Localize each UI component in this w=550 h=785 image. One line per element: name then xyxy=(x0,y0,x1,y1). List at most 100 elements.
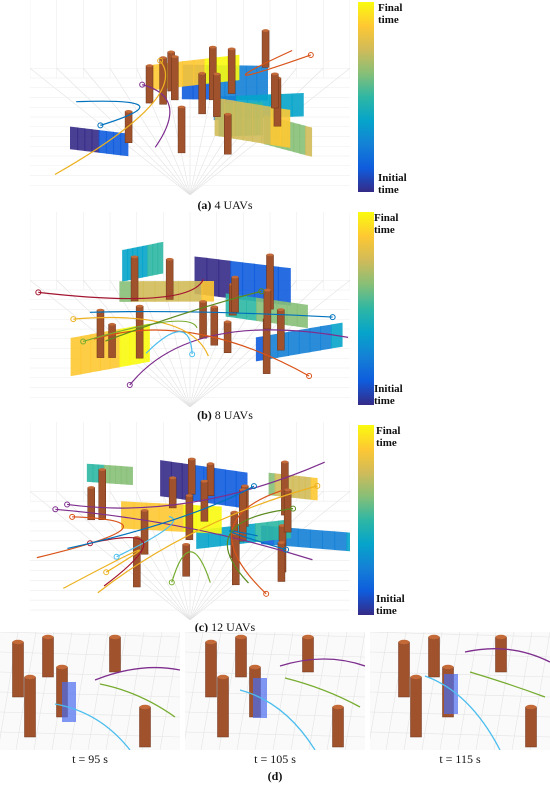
uav-path xyxy=(67,485,255,550)
trajectory-volume xyxy=(299,124,307,156)
trajectory-volume xyxy=(152,242,159,276)
obstacle-top xyxy=(277,541,285,544)
obstacle xyxy=(177,106,186,154)
grid xyxy=(475,632,497,750)
obstacle xyxy=(139,706,151,748)
uav-volume xyxy=(62,682,76,722)
trajectory-volume xyxy=(119,281,133,302)
uav-start xyxy=(306,372,313,379)
obstacle-top xyxy=(262,29,270,32)
colorbar-top-label: Final time xyxy=(376,425,401,449)
caption-label: (b) xyxy=(197,408,212,422)
uav-start xyxy=(64,501,71,508)
obstacle-top xyxy=(210,305,218,309)
grid xyxy=(189,491,350,620)
trajectory-volume xyxy=(208,505,222,534)
trajectory-volume xyxy=(122,248,129,282)
obstacle-top xyxy=(171,55,179,58)
obstacle-top xyxy=(108,322,116,326)
trajectory-volume xyxy=(109,465,117,484)
obstacle-top xyxy=(442,664,454,670)
grid xyxy=(511,632,533,750)
obstacle-top xyxy=(231,275,239,279)
trajectory-volume xyxy=(147,243,154,277)
trajectory-volume xyxy=(119,327,131,368)
obstacle xyxy=(283,489,292,533)
trajectory-volume xyxy=(279,108,291,148)
obstacle xyxy=(12,641,24,698)
uav-path xyxy=(63,549,140,589)
obstacle xyxy=(428,636,440,678)
obstacle-top xyxy=(284,488,292,492)
uav-volume xyxy=(444,674,458,714)
obstacle xyxy=(213,73,221,117)
grid xyxy=(272,632,294,750)
trajectory-volume xyxy=(84,128,93,152)
obstacle xyxy=(227,48,236,94)
trajectory-volume xyxy=(245,296,258,321)
obstacle-top xyxy=(398,639,410,645)
grid xyxy=(326,632,348,750)
uav-start xyxy=(103,569,110,576)
obstacle-top xyxy=(281,460,289,464)
obstacle xyxy=(302,636,314,673)
trajectory-volume xyxy=(298,328,311,355)
trajectory-volume xyxy=(233,100,244,141)
grid xyxy=(344,632,365,750)
snapshot-caption: t = 115 s xyxy=(439,752,481,766)
uav-start xyxy=(307,51,314,58)
obstacle-top xyxy=(263,288,271,292)
trajectory-volume xyxy=(91,129,100,153)
grid xyxy=(83,68,191,195)
trajectory-volume xyxy=(288,329,300,356)
trajectory-volume xyxy=(305,125,313,157)
uav-path xyxy=(424,675,501,750)
obstacle-top xyxy=(136,304,144,308)
caption: (b) 8 UAVs xyxy=(150,408,300,423)
grid xyxy=(189,491,297,620)
uav-path xyxy=(464,648,550,663)
caption-text: 4 UAVs xyxy=(214,198,253,212)
colorbar-top-label: Final time xyxy=(378,2,403,26)
trajectory-volume xyxy=(242,102,253,142)
grid xyxy=(30,491,191,620)
uav-path xyxy=(226,508,294,584)
trajectory-volume xyxy=(251,103,263,144)
obstacle-top xyxy=(205,639,217,645)
uav-start xyxy=(113,553,120,560)
snapshot-scene xyxy=(0,632,180,750)
colorbar-bottom-label: Initial time xyxy=(374,383,403,407)
uav-start xyxy=(157,57,164,64)
obstacle-top xyxy=(228,47,236,51)
trajectory-volume xyxy=(120,466,128,485)
obstacle-top xyxy=(87,486,95,489)
colorbar xyxy=(358,212,374,405)
trajectory-volume xyxy=(320,324,332,351)
grid xyxy=(236,632,258,750)
uav-path xyxy=(94,666,180,681)
trajectory-volume xyxy=(157,241,164,275)
trajectory-volume xyxy=(105,130,115,155)
obstacle-top xyxy=(199,300,207,303)
trajectory-volume xyxy=(189,280,203,302)
obstacle xyxy=(171,56,179,101)
obstacle-top xyxy=(209,45,217,49)
uav-path xyxy=(82,320,198,343)
obstacle-top xyxy=(207,462,215,466)
obstacle xyxy=(165,259,174,300)
uav-path xyxy=(99,683,176,718)
uav-start xyxy=(263,590,270,597)
uav-start xyxy=(283,546,290,553)
trajectory-volume xyxy=(126,466,133,486)
obstacle-top xyxy=(166,257,174,261)
grid xyxy=(0,671,180,678)
obstacle-top xyxy=(178,105,186,109)
caption-label: (c) xyxy=(194,620,209,634)
uav-start xyxy=(80,338,87,345)
trajectory-volume xyxy=(92,464,100,483)
obstacle-top xyxy=(141,508,149,512)
uav-start xyxy=(329,314,336,321)
obstacle xyxy=(525,706,537,748)
grid xyxy=(370,731,550,738)
